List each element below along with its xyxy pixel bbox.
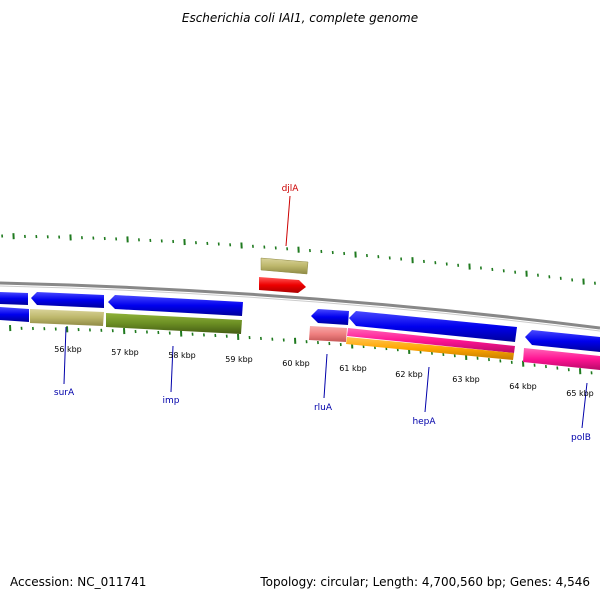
- gene-djlA-cds[interactable]: [259, 277, 306, 293]
- gene-blue-4[interactable]: [311, 309, 349, 325]
- gene-surA[interactable]: [30, 309, 104, 326]
- gene-hepA-a[interactable]: [347, 328, 515, 353]
- gene-blue-2[interactable]: [31, 292, 104, 308]
- tick-label: 63 kbp: [452, 375, 480, 384]
- tick-label: 65 kbp: [566, 389, 594, 398]
- leader-rluA: [323, 353, 328, 399]
- backbone-inner: [0, 285, 600, 332]
- gene-djlA[interactable]: [260, 257, 309, 275]
- tick-layer: [1, 233, 596, 375]
- tick-label: 61 kbp: [339, 364, 367, 373]
- leader-djlA: [285, 195, 291, 247]
- tick-label: 64 kbp: [509, 382, 537, 391]
- map-title: Escherichia coli IAI1, complete genome: [182, 11, 418, 25]
- gene-blue-7[interactable]: [0, 307, 29, 322]
- gene-label-djlA: djlA: [282, 184, 300, 194]
- gene-blue-1[interactable]: [0, 292, 28, 305]
- tick-label: 56 kbp: [54, 345, 82, 354]
- leader-polB: [581, 382, 588, 429]
- tick-label: 60 kbp: [282, 359, 310, 368]
- leader-imp: [170, 345, 174, 393]
- gene-blue-6[interactable]: [525, 330, 600, 352]
- tick-label: 57 kbp: [111, 348, 139, 357]
- gene-imp[interactable]: [106, 313, 242, 334]
- leader-hepA: [424, 366, 430, 413]
- gene-hepA-b[interactable]: [346, 337, 514, 360]
- gene-label-rluA: rluA: [314, 403, 333, 413]
- gene-label-surA: surA: [54, 388, 75, 398]
- tick-label: 58 kbp: [168, 351, 196, 360]
- gene-label-polB: polB: [571, 433, 591, 443]
- gene-label-hepA: hepA: [412, 417, 436, 427]
- gene-label-imp: imp: [163, 396, 180, 406]
- gene-blue-5[interactable]: [349, 311, 517, 342]
- footer-topology: Topology: circular; Length: 4,700,560 bp…: [259, 575, 590, 589]
- gene-rluA[interactable]: [309, 326, 347, 342]
- leader-surA: [63, 326, 67, 385]
- gene-polB[interactable]: [523, 348, 600, 370]
- backbone-outer: [0, 281, 600, 330]
- gene-blue-3[interactable]: [108, 295, 243, 316]
- tick-label: 59 kbp: [225, 355, 253, 364]
- tick-labels: 56 kbp 57 kbp 58 kbp 59 kbp 60 kbp 61 kb…: [54, 345, 594, 398]
- footer-accession: Accession: NC_011741: [10, 575, 146, 589]
- tick-label: 62 kbp: [395, 370, 423, 379]
